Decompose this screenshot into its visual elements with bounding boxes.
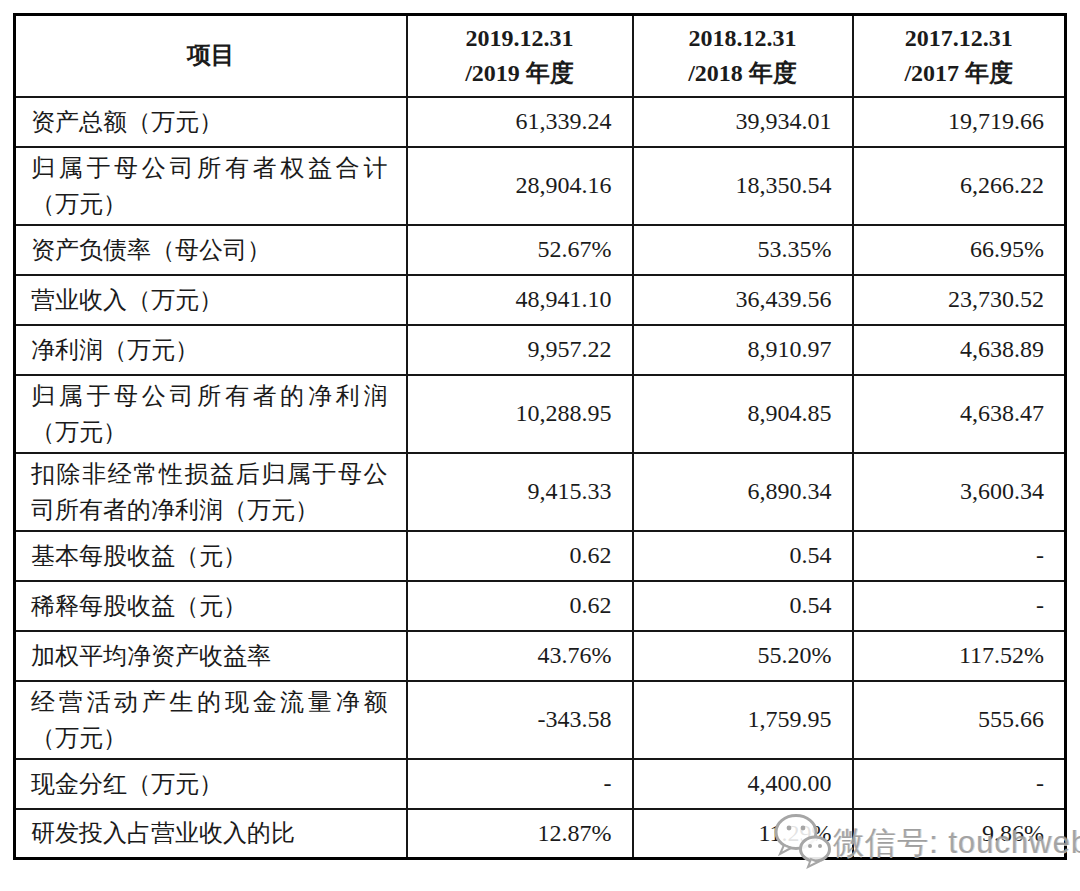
period-2019-line1: 2019.12.31 [408,21,632,56]
row-label: 营业收入（万元） [15,275,407,325]
column-header-2019: 2019.12.31 /2019 年度 [407,15,633,97]
row-value: 18,350.54 [633,147,853,225]
row-value: 555.66 [853,681,1066,759]
row-value: 53.35% [633,225,853,275]
row-value: 9,957.22 [407,325,633,375]
period-2017-line1: 2017.12.31 [854,21,1065,56]
row-value: 48,941.10 [407,275,633,325]
row-value: 36,439.56 [633,275,853,325]
period-2018-line2: /2018 年度 [634,56,852,91]
item-header-label: 项目 [16,38,406,73]
table-row: 加权平均净资产收益率43.76%55.20%117.52% [15,631,1066,681]
row-value: -343.58 [407,681,633,759]
row-value: 9.86% [853,809,1066,859]
row-value: 4,638.47 [853,375,1066,453]
row-value: 11.29% [633,809,853,859]
row-value: 10,288.95 [407,375,633,453]
row-label: 净利润（万元） [15,325,407,375]
row-label: 加权平均净资产收益率 [15,631,407,681]
period-2018-line1: 2018.12.31 [634,21,852,56]
row-value: - [853,581,1066,631]
row-value: - [853,759,1066,809]
row-value: 0.54 [633,531,853,581]
row-value: - [853,531,1066,581]
table-row: 归属于母公司所有者的净利润（万元）10,288.958,904.854,638.… [15,375,1066,453]
table-row: 扣除非经常性损益后归属于母公司所有者的净利润（万元）9,415.336,890.… [15,453,1066,531]
table-row: 营业收入（万元）48,941.1036,439.5623,730.52 [15,275,1066,325]
row-value: 6,890.34 [633,453,853,531]
row-label: 扣除非经常性损益后归属于母公司所有者的净利润（万元） [15,453,407,531]
row-value: 6,266.22 [853,147,1066,225]
header-row: 项目 2019.12.31 /2019 年度 2018.12.31 /2018 … [15,15,1066,97]
row-value: 39,934.01 [633,97,853,147]
row-value: 0.54 [633,581,853,631]
row-value: 19,719.66 [853,97,1066,147]
row-value: 0.62 [407,531,633,581]
column-header-2018: 2018.12.31 /2018 年度 [633,15,853,97]
table-row: 资产负债率（母公司）52.67%53.35%66.95% [15,225,1066,275]
column-header-item: 项目 [15,15,407,97]
row-value: 4,400.00 [633,759,853,809]
row-value: 66.95% [853,225,1066,275]
row-value: 28,904.16 [407,147,633,225]
row-label: 现金分红（万元） [15,759,407,809]
row-label: 资产总额（万元） [15,97,407,147]
row-value: - [407,759,633,809]
period-2017-line2: /2017 年度 [854,56,1065,91]
period-2019-line2: /2019 年度 [408,56,632,91]
row-label: 研发投入占营业收入的比 [15,809,407,859]
row-value: 4,638.89 [853,325,1066,375]
table-row: 现金分红（万元）-4,400.00- [15,759,1066,809]
table-row: 经营活动产生的现金流量净额（万元）-343.581,759.95555.66 [15,681,1066,759]
document-page: 项目 2019.12.31 /2019 年度 2018.12.31 /2018 … [0,0,1080,891]
table-row: 基本每股收益（元）0.620.54- [15,531,1066,581]
row-value: 12.87% [407,809,633,859]
row-value: 8,910.97 [633,325,853,375]
row-label: 基本每股收益（元） [15,531,407,581]
row-value: 43.76% [407,631,633,681]
row-label: 稀释每股收益（元） [15,581,407,631]
financial-summary-table: 项目 2019.12.31 /2019 年度 2018.12.31 /2018 … [13,13,1067,860]
row-value: 55.20% [633,631,853,681]
table-row: 研发投入占营业收入的比12.87%11.29%9.86% [15,809,1066,859]
row-label: 归属于母公司所有者的净利润（万元） [15,375,407,453]
row-value: 52.67% [407,225,633,275]
table-row: 资产总额（万元）61,339.2439,934.0119,719.66 [15,97,1066,147]
row-value: 3,600.34 [853,453,1066,531]
row-label: 资产负债率（母公司） [15,225,407,275]
table-row: 归属于母公司所有者权益合计（万元）28,904.1618,350.546,266… [15,147,1066,225]
row-value: 1,759.95 [633,681,853,759]
table-row: 净利润（万元）9,957.228,910.974,638.89 [15,325,1066,375]
row-value: 117.52% [853,631,1066,681]
row-label: 归属于母公司所有者权益合计（万元） [15,147,407,225]
row-label: 经营活动产生的现金流量净额（万元） [15,681,407,759]
row-value: 61,339.24 [407,97,633,147]
row-value: 0.62 [407,581,633,631]
row-value: 8,904.85 [633,375,853,453]
column-header-2017: 2017.12.31 /2017 年度 [853,15,1066,97]
row-value: 9,415.33 [407,453,633,531]
table-row: 稀释每股收益（元）0.620.54- [15,581,1066,631]
row-value: 23,730.52 [853,275,1066,325]
